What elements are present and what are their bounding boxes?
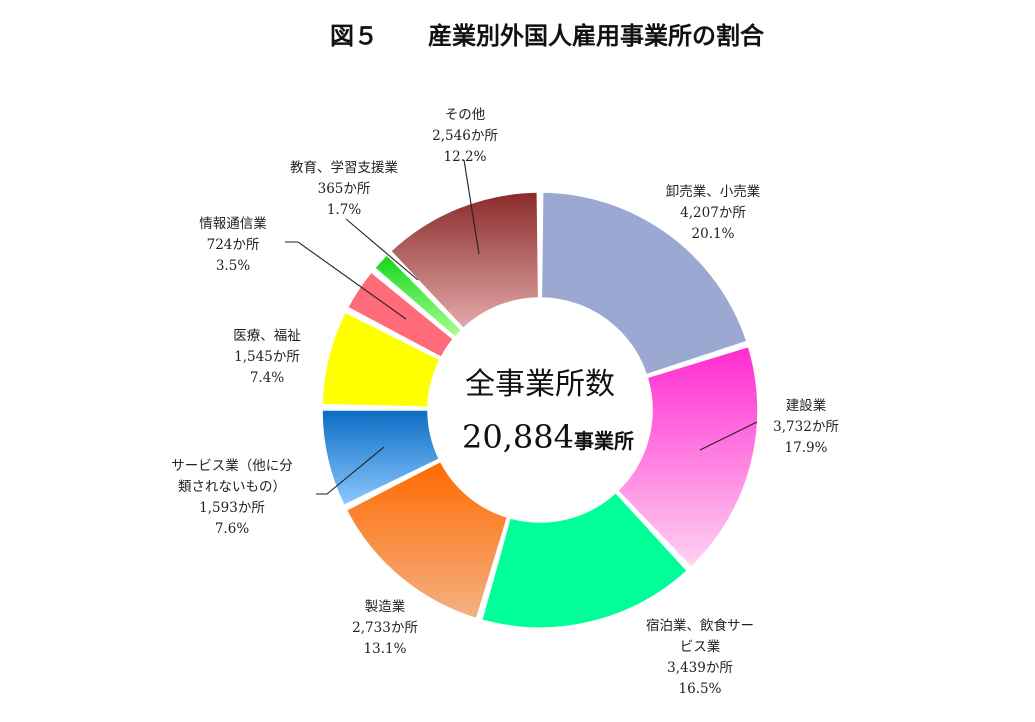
leader-lines	[285, 159, 758, 495]
slice-name-2-0: 宿泊業、飲食サー	[646, 617, 754, 634]
center-label: 全事業所数	[465, 367, 615, 402]
slice-name-5-0: 医療、福祉	[233, 327, 301, 344]
slice-name-4-0: サービス業（他に分	[171, 458, 293, 474]
slice-count-2: 3,439か所	[667, 660, 733, 676]
slice-count-7: 365か所	[318, 181, 371, 197]
slice-percent-2: 16.5%	[679, 681, 722, 697]
slice-label-6: 情報通信業 724か所 3.5%	[199, 216, 267, 274]
slice-5	[321, 311, 441, 408]
slice-count-6: 724か所	[207, 237, 260, 253]
slice-label-7: 教育、学習支援業 365か所 1.7%	[290, 160, 398, 218]
slice-percent-1: 17.9%	[785, 440, 828, 456]
slice-name-4-1: 類されないもの）	[178, 479, 286, 495]
slice-0	[540, 191, 748, 376]
slice-8	[389, 191, 540, 330]
slice-7	[373, 253, 463, 339]
slice-label-0: 卸売業、小売業 4,207か所 20.1%	[666, 184, 761, 242]
leader-line-8	[463, 159, 480, 255]
center-total-value: 20,884	[462, 418, 574, 456]
slice-2	[480, 491, 689, 629]
slice-name-2-1: ビス業	[680, 639, 721, 655]
slice-label-8: その他 2,546か所 12.2%	[432, 107, 498, 165]
center-total-unit: 事業所	[574, 429, 634, 453]
slice-count-0: 4,207か所	[680, 205, 746, 221]
slice-count-5: 1,545か所	[234, 349, 300, 365]
slice-count-4: 1,593か所	[199, 500, 265, 516]
slice-percent-3: 13.1%	[364, 641, 407, 657]
slice-name-0-0: 卸売業、小売業	[666, 184, 761, 200]
slice-3	[345, 460, 509, 620]
slice-label-1: 建設業 3,732か所 17.9%	[773, 398, 839, 456]
chart-title-prefix: 図５	[330, 22, 378, 50]
slice-label-5: 医療、福祉 1,545か所 7.4%	[233, 327, 301, 386]
slice-count-1: 3,732か所	[773, 419, 839, 435]
slice-percent-6: 3.5%	[216, 258, 250, 274]
slice-label-3: 製造業 2,733か所 13.1%	[352, 599, 418, 657]
slice-count-3: 2,733か所	[352, 620, 418, 636]
leader-line-1	[699, 421, 758, 451]
leader-line-7	[345, 218, 419, 281]
slice-percent-7: 1.7%	[327, 202, 361, 218]
slice-percent-8: 12.2%	[444, 149, 487, 165]
slice-labels: 卸売業、小売業 4,207か所 20.1% 建設業 3,732か所 17.9% 宿泊業、飲食…	[171, 107, 839, 697]
slice-percent-4: 7.6%	[215, 521, 249, 537]
chart-title: 産業別外国人雇用事業所の割合	[428, 22, 765, 50]
slice-label-2: 宿泊業、飲食サービス業 3,439か所 16.5%	[646, 617, 754, 697]
slice-percent-5: 7.4%	[250, 370, 284, 386]
center-total: 20,884事業所	[462, 418, 634, 456]
slice-name-7-0: 教育、学習支援業	[290, 160, 398, 176]
slice-name-3-0: 製造業	[365, 599, 406, 615]
slice-name-1-0: 建設業	[786, 398, 827, 414]
slice-4	[321, 409, 441, 507]
leader-line-6	[285, 241, 407, 320]
slice-1	[616, 345, 759, 569]
leader-line-4	[316, 446, 385, 495]
slice-name-8-0: その他	[445, 107, 486, 123]
slice-count-8: 2,546か所	[432, 128, 498, 144]
slice-percent-0: 20.1%	[692, 226, 735, 242]
slices-layer	[321, 191, 759, 629]
slice-name-6-0: 情報通信業	[199, 216, 267, 232]
slice-label-4: サービス業（他に分類されないもの） 1,593か所 7.6%	[171, 458, 293, 537]
